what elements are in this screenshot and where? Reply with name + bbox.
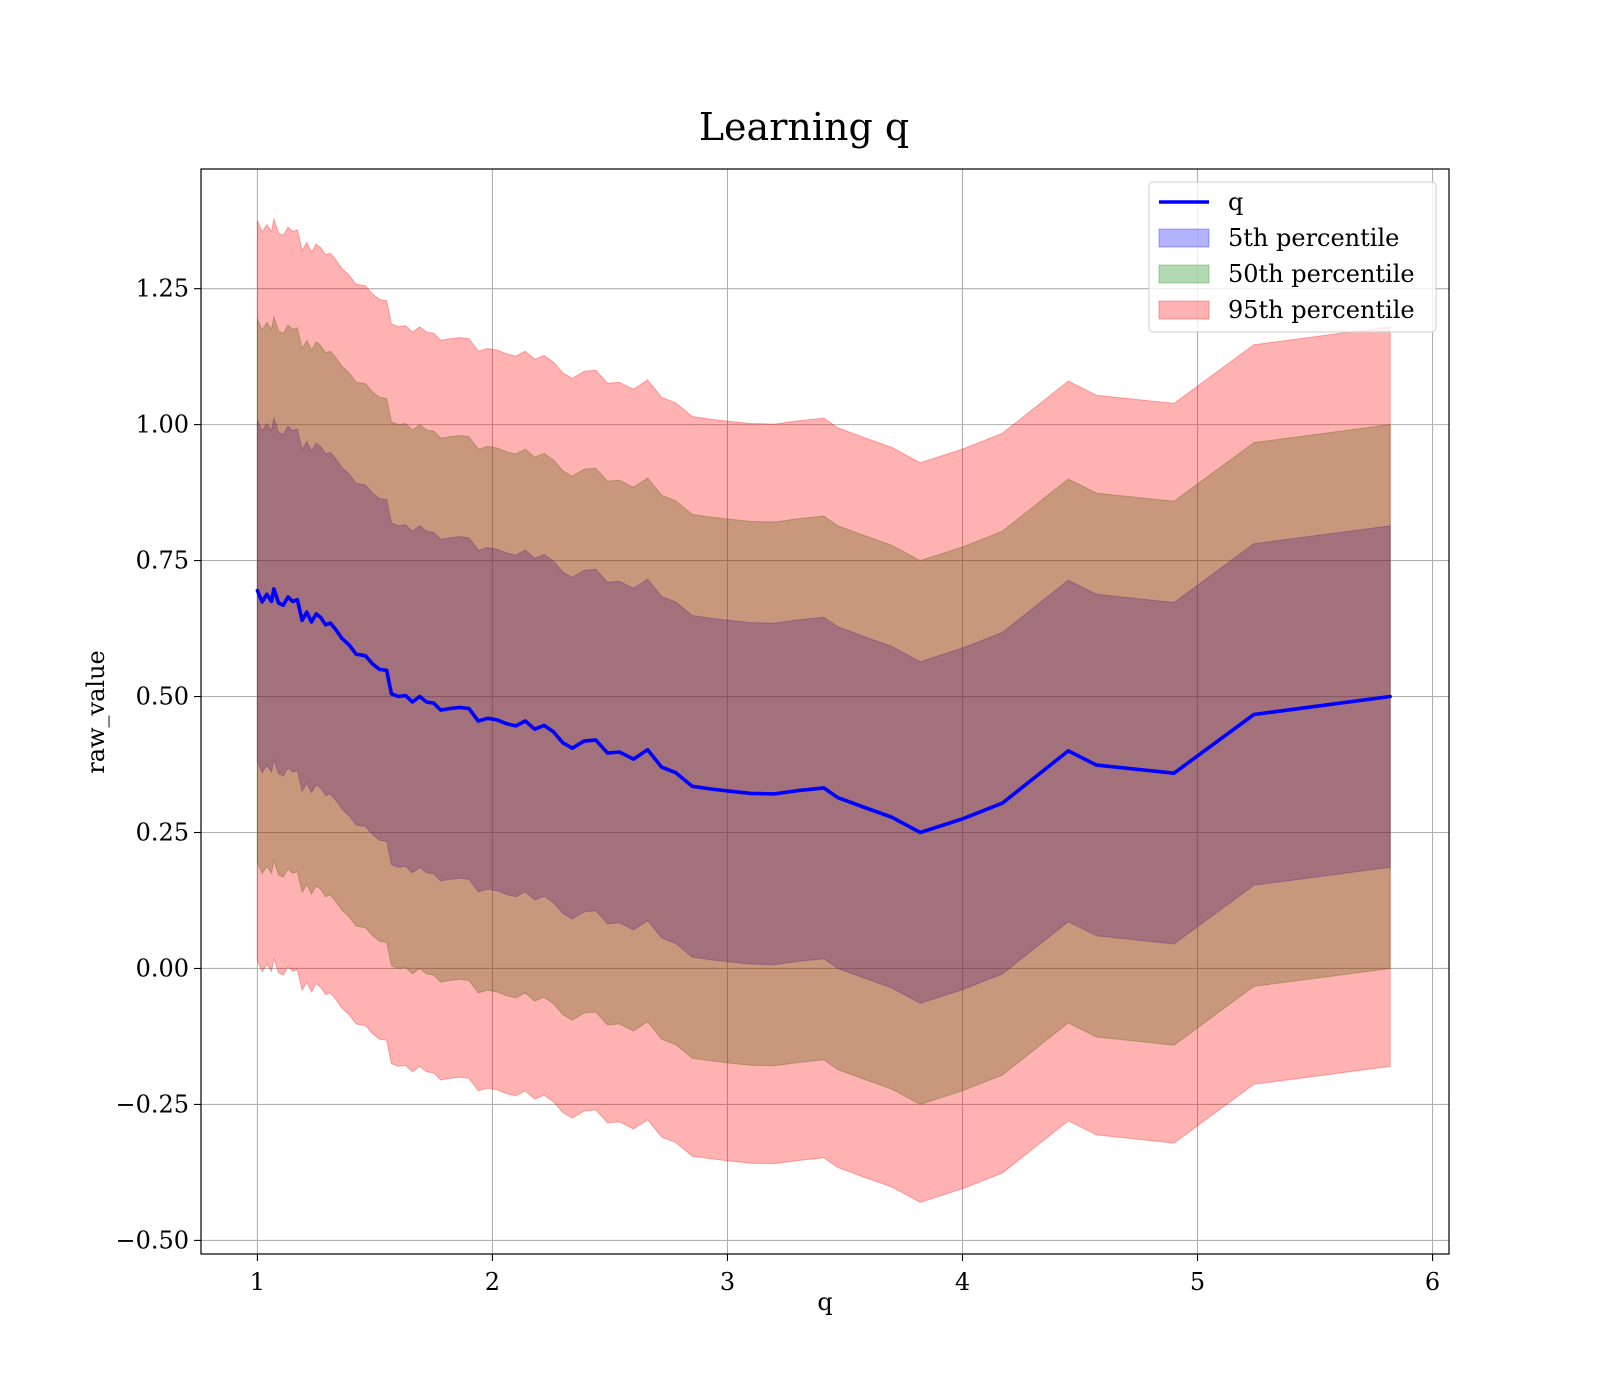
y-tick-label: 0.00	[136, 954, 189, 982]
x-axis-label: q	[817, 1288, 832, 1316]
grid	[201, 169, 1449, 1254]
y-tick-label: −0.25	[115, 1090, 189, 1118]
y-tick-label: 1.25	[136, 275, 189, 303]
x-tick-label: 1	[250, 1268, 265, 1296]
chart-title: Learning q	[699, 105, 909, 149]
legend-box	[1148, 181, 1437, 333]
y-axis: −0.50 −0.25 0.00 0.25 0.50 0.75 1.00 1.25	[115, 275, 201, 1254]
x-tick-label: 2	[485, 1268, 500, 1296]
y-tick-label: −0.50	[115, 1226, 189, 1254]
y-tick-label: 0.50	[136, 683, 189, 711]
legend-label-95th-percentile: 95th percentile	[1228, 296, 1415, 324]
percentile-bands	[256, 217, 1391, 1203]
x-tick-label: 4	[955, 1268, 970, 1296]
legend-label-5th-percentile: 5th percentile	[1228, 224, 1399, 252]
legend-swatch-50th-percentile	[1158, 264, 1210, 284]
legend: q 5th percentile 50th percentile 95th perce…	[1148, 181, 1437, 333]
legend-label-50th-percentile: 50th percentile	[1228, 260, 1415, 288]
legend-label-q: q	[1228, 188, 1243, 216]
y-tick-label: 0.75	[136, 547, 189, 575]
x-axis: 1 2 3 4 5 6	[250, 1254, 1440, 1296]
y-axis-label: raw_value	[82, 650, 110, 774]
x-tick-label: 3	[720, 1268, 735, 1296]
y-tick-label: 1.00	[136, 411, 189, 439]
legend-swatch-5th-percentile	[1158, 228, 1210, 248]
series-lines	[255, 587, 1392, 835]
band-95th-percentile	[256, 217, 1391, 1203]
y-tick-label: 0.25	[136, 819, 189, 847]
plot-frame	[200, 168, 1450, 1255]
band-5th-percentile	[256, 416, 1391, 1004]
legend-swatch-95th-percentile	[1158, 300, 1210, 320]
x-tick-label: 6	[1425, 1268, 1440, 1296]
series-line-q	[255, 587, 1392, 835]
x-tick-label: 5	[1190, 1268, 1205, 1296]
band-50th-percentile	[256, 314, 1391, 1105]
